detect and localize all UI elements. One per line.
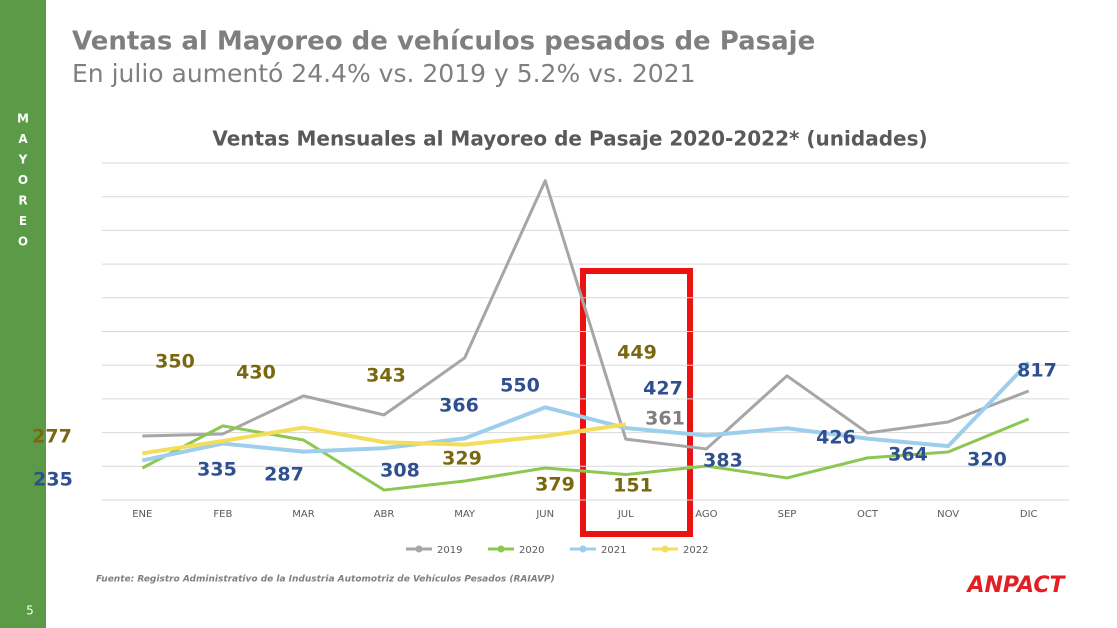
legend-marker xyxy=(579,545,587,553)
data-label: 449 xyxy=(617,342,657,364)
data-label: 320 xyxy=(967,449,1007,471)
chart-title: Ventas Mensuales al Mayoreo de Pasaje 20… xyxy=(212,127,927,151)
data-label: 426 xyxy=(816,427,856,449)
x-tick-label: MAY xyxy=(454,509,476,520)
data-label: 817 xyxy=(1017,360,1057,382)
legend-label: 2020 xyxy=(519,545,544,556)
data-label: 383 xyxy=(703,450,743,472)
side-letter: R xyxy=(18,194,27,208)
legend-marker xyxy=(497,545,505,553)
x-tick-label: MAR xyxy=(292,509,314,520)
series-line xyxy=(141,360,1031,463)
data-label: 329 xyxy=(442,448,482,470)
data-label: 151 xyxy=(613,475,653,497)
x-tick-label: DIC xyxy=(1020,509,1038,520)
heading: Ventas al Mayoreo de vehículos pesados d… xyxy=(72,27,815,57)
data-label: 550 xyxy=(500,375,540,397)
page-number: 5 xyxy=(26,604,34,618)
side-letter: O xyxy=(18,235,28,249)
legend-marker xyxy=(415,545,423,553)
data-label: 379 xyxy=(535,474,575,496)
data-label: 287 xyxy=(264,464,304,486)
data-label: 364 xyxy=(888,444,928,466)
x-tick-label: JUN xyxy=(535,509,554,520)
subheading: En julio aumentó 24.4% vs. 2019 y 5.2% v… xyxy=(72,59,696,88)
data-label: 350 xyxy=(155,351,195,373)
grid xyxy=(102,162,1069,501)
legend-label: 2019 xyxy=(437,545,462,556)
data-label: 235 xyxy=(33,469,73,491)
data-label: 361 xyxy=(645,408,685,430)
data-label: 366 xyxy=(439,395,479,417)
data-label: 430 xyxy=(236,362,276,384)
x-tick-label: SEP xyxy=(778,509,797,520)
legend-marker xyxy=(661,545,669,553)
legend-label: 2021 xyxy=(601,545,626,556)
logo: ANPACT xyxy=(965,573,1066,598)
x-tick-label: ABR xyxy=(374,509,395,520)
side-letter: E xyxy=(19,214,27,228)
side-letter: O xyxy=(18,173,28,187)
source: Fuente: Registro Administrativo de la In… xyxy=(96,575,555,585)
x-tick-label: ENE xyxy=(132,509,152,520)
data-label: 343 xyxy=(366,365,406,387)
data-label: 427 xyxy=(643,378,683,400)
highlight-box xyxy=(580,268,693,537)
x-tick-label: FEB xyxy=(213,509,232,520)
x-tick-label: AGO xyxy=(695,509,717,520)
side-letter: A xyxy=(18,132,28,146)
series-line xyxy=(141,422,627,456)
data-label: 335 xyxy=(197,459,237,481)
data-label: 277 xyxy=(32,426,72,448)
side-bar xyxy=(0,0,46,628)
series-line xyxy=(141,417,1030,492)
side-letter: M xyxy=(17,112,29,126)
data-label: 308 xyxy=(380,460,420,482)
x-tick-label: JUL xyxy=(617,509,634,520)
side-letter: Y xyxy=(18,153,28,167)
x-tick-label: OCT xyxy=(857,509,879,520)
series-line xyxy=(142,179,1030,451)
legend-label: 2022 xyxy=(683,545,708,556)
x-tick-label: NOV xyxy=(937,509,959,520)
